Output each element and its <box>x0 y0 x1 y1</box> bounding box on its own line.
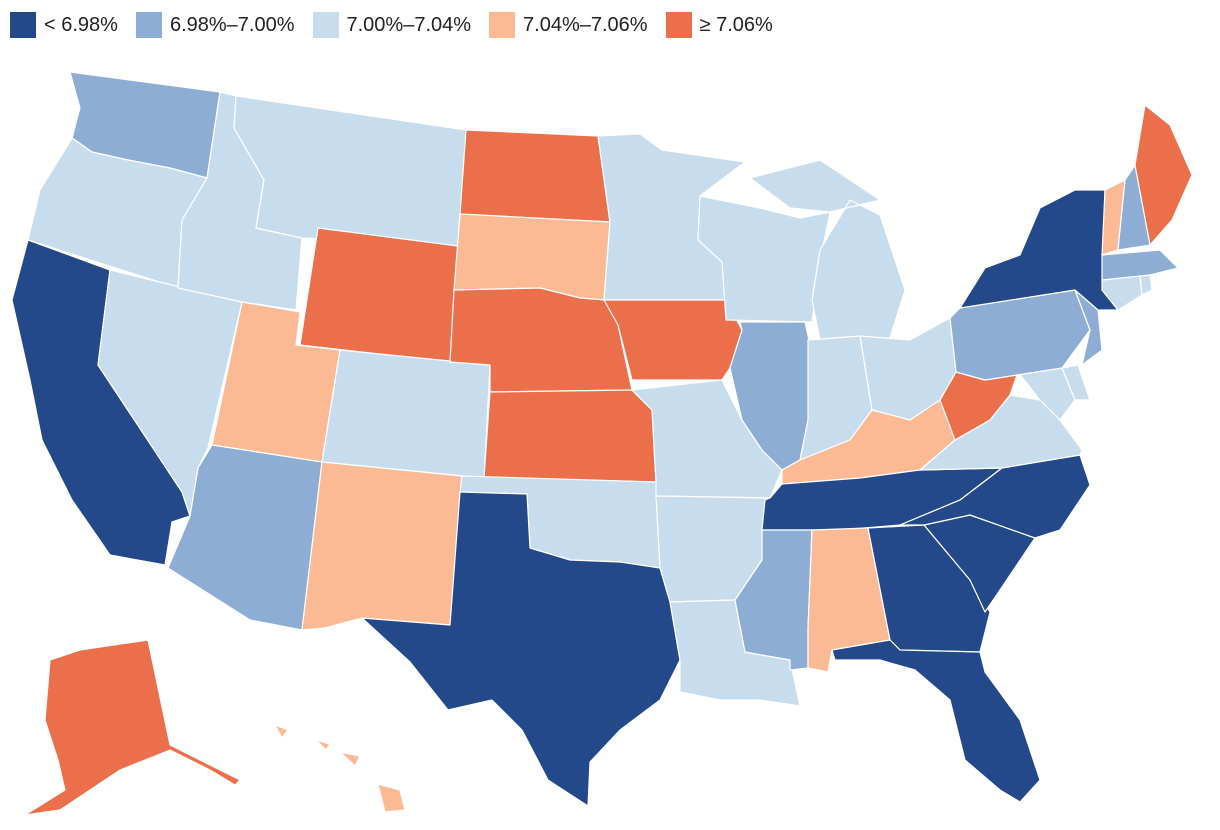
legend-label-4: 7.04%–7.06% <box>523 13 648 36</box>
legend-item-3: 7.00%–7.04% <box>312 12 472 38</box>
state-new-mexico[interactable] <box>301 461 463 631</box>
state-north-dakota[interactable] <box>459 129 611 223</box>
state-hawaii[interactable] <box>274 724 406 813</box>
state-alaska[interactable] <box>24 639 241 816</box>
state-michigan[interactable] <box>749 159 906 341</box>
legend-label-1: < 6.98% <box>44 13 118 36</box>
state-massachusetts[interactable] <box>1101 249 1179 281</box>
state-montana[interactable] <box>233 95 467 247</box>
state-texas[interactable] <box>361 491 681 807</box>
legend-item-4: 7.04%–7.06% <box>489 12 648 38</box>
legend-label-2: 6.98%–7.00% <box>169 13 295 36</box>
legend-swatch-3 <box>312 12 339 38</box>
state-florida[interactable] <box>831 639 1041 803</box>
state-nebraska[interactable] <box>449 287 633 393</box>
legend-item-1: < 6.98% <box>10 12 118 38</box>
legend-item-5: ≥ 7.06% <box>665 12 773 38</box>
legend-label-3: 7.00%–7.04% <box>346 13 472 36</box>
state-north-carolina[interactable] <box>899 454 1091 539</box>
legend-swatch-2 <box>135 12 162 38</box>
state-rhode-island[interactable] <box>1139 274 1153 296</box>
legend-swatch-4 <box>489 12 516 38</box>
legend-item-2: 6.98%–7.00% <box>135 12 295 38</box>
state-colorado[interactable] <box>321 349 491 479</box>
state-new-york[interactable] <box>959 189 1119 311</box>
state-wyoming[interactable] <box>299 227 459 363</box>
legend-swatch-5 <box>665 12 692 38</box>
state-kansas[interactable] <box>483 389 657 483</box>
legend-label-5: ≥ 7.06% <box>699 13 773 36</box>
state-missouri[interactable] <box>631 379 783 499</box>
state-maine[interactable] <box>1134 104 1193 246</box>
legend-swatch-1 <box>10 12 36 38</box>
state-south-dakota[interactable] <box>453 213 611 301</box>
legend: < 6.98% 6.98%–7.00% 7.00%–7.04% 7.04%–7.… <box>10 12 773 38</box>
state-delaware[interactable] <box>1061 364 1091 401</box>
